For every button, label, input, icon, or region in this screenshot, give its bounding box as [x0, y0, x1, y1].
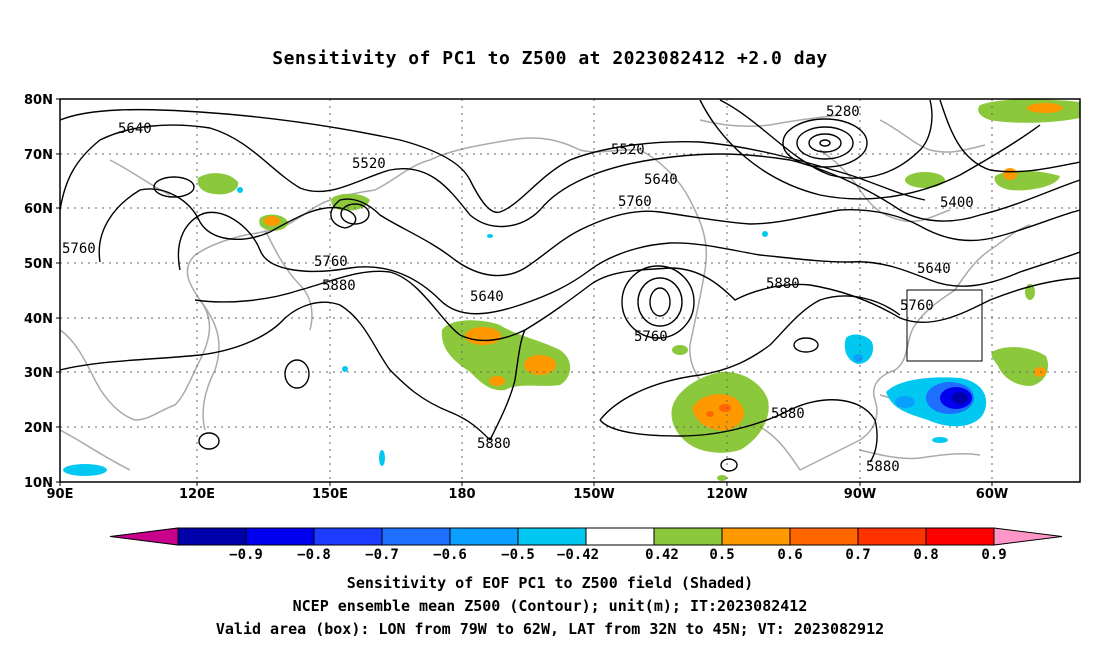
contour-label: 5640	[470, 289, 504, 305]
lat-label: 80N	[24, 93, 53, 108]
contour-label: 5760	[900, 298, 934, 314]
contour-label: 5280	[826, 104, 860, 120]
contour-label: 5880	[322, 278, 356, 294]
contour-label: 5640	[118, 121, 152, 137]
colorbar-swatch	[585, 527, 655, 546]
colorbar-swatch	[789, 527, 859, 546]
lat-label: 50N	[24, 257, 53, 272]
contour-label: 5760	[62, 241, 96, 257]
lat-label: 60N	[24, 202, 53, 217]
lat-label: 20N	[24, 421, 53, 436]
valid-area-box	[906, 289, 983, 362]
contour-label: 5640	[644, 172, 678, 188]
contour-label: 5880	[766, 276, 800, 292]
contour-label: 5760	[314, 254, 348, 270]
colorbar-swatch	[721, 527, 791, 546]
contour-label: 5760	[618, 194, 652, 210]
lon-label: 150E	[312, 487, 348, 502]
contour-label: 5520	[611, 142, 645, 158]
colorbar-label: −0.42	[557, 547, 599, 563]
colorbar-label: 0.9	[981, 547, 1006, 563]
colorbar	[109, 527, 1063, 546]
colorbar-swatch	[381, 527, 451, 546]
lat-label: 70N	[24, 148, 53, 163]
contour-label: 5760	[634, 329, 668, 345]
lat-label: 40N	[24, 312, 53, 327]
colorbar-label: 0.42	[645, 547, 679, 563]
colorbar-label: −0.9	[229, 547, 263, 563]
colorbar-label: −0.8	[297, 547, 331, 563]
colorbar-label: −0.5	[501, 547, 535, 563]
lon-label: 120W	[706, 487, 747, 502]
footer-line-2: NCEP ensemble mean Z500 (Contour); unit(…	[292, 597, 808, 615]
colorbar-swatch	[517, 527, 587, 546]
colorbar-left-triangle	[109, 527, 179, 546]
colorbar-swatch	[653, 527, 723, 546]
lon-label: 150W	[573, 487, 614, 502]
colorbar-swatch	[313, 527, 383, 546]
footer-line-1: Sensitivity of EOF PC1 to Z500 field (Sh…	[346, 574, 754, 592]
map-title: Sensitivity of PC1 to Z500 at 2023082412…	[272, 48, 828, 69]
lat-label: 30N	[24, 366, 53, 381]
colorbar-label: −0.7	[365, 547, 399, 563]
lon-label: 180	[448, 487, 475, 502]
lat-label: 10N	[24, 476, 53, 491]
contour-label: 5400	[940, 195, 974, 211]
footer-line-3: Valid area (box): LON from 79W to 62W, L…	[215, 620, 885, 638]
colorbar-swatch	[177, 527, 247, 546]
z500-contours	[60, 99, 1080, 472]
colorbar-swatch	[857, 527, 927, 546]
colorbar-swatch	[245, 527, 315, 546]
colorbar-swatch	[449, 527, 519, 546]
coastlines	[60, 114, 1031, 471]
contour-label: 5640	[917, 261, 951, 277]
lon-label: 60W	[976, 487, 1008, 502]
contour-label: 5520	[352, 156, 386, 172]
colorbar-right-triangle	[993, 527, 1063, 546]
lon-label: 120E	[179, 487, 215, 502]
colorbar-swatch	[925, 527, 995, 546]
colorbar-label: 0.5	[709, 547, 734, 563]
colorbar-label: −0.6	[433, 547, 467, 563]
lon-label: 90W	[844, 487, 876, 502]
map-frame	[59, 98, 1081, 483]
gridlines	[60, 99, 1080, 482]
colorbar-label: 0.6	[777, 547, 802, 563]
contour-label: 5880	[477, 436, 511, 452]
colorbar-label: 0.7	[845, 547, 870, 563]
lon-label: 90E	[47, 487, 74, 502]
colorbar-label: 0.8	[913, 547, 938, 563]
contour-label: 5880	[866, 459, 900, 475]
contour-label: 5880	[771, 406, 805, 422]
